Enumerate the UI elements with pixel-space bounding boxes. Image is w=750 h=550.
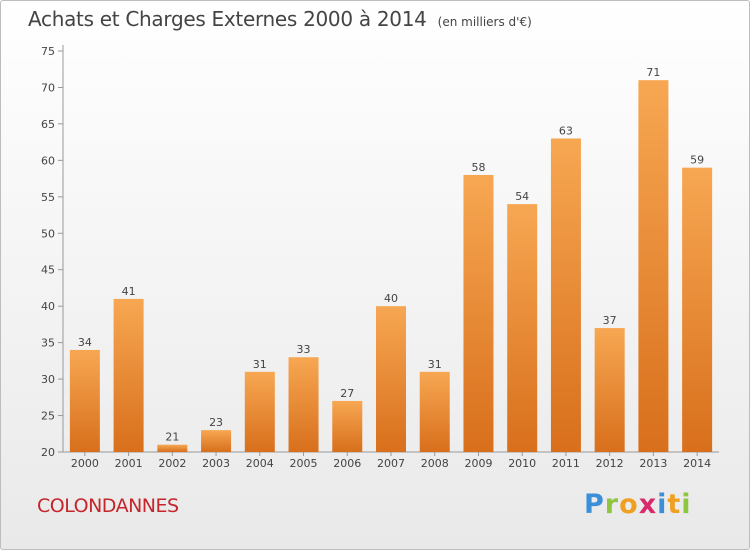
bar — [332, 400, 363, 452]
logo-letter: x — [638, 489, 658, 520]
commune-name: COLONDANNES — [37, 495, 179, 517]
bar — [550, 138, 581, 452]
x-tick-label: 2011 — [552, 457, 580, 470]
bar-value-label: 40 — [384, 292, 398, 305]
bar-value-label: 21 — [165, 431, 179, 444]
chart-bars — [69, 80, 713, 453]
bar — [288, 357, 319, 452]
bar-value-label: 71 — [646, 66, 660, 79]
bar — [69, 349, 100, 452]
y-tick-label: 75 — [41, 45, 55, 58]
bar-value-label: 34 — [78, 336, 92, 349]
chart-title-block: Achats et Charges Externes 2000 à 2014 (… — [28, 7, 532, 31]
y-tick-label: 60 — [41, 154, 55, 167]
logo-letter: o — [619, 489, 639, 520]
x-tick-label: 2008 — [421, 457, 449, 470]
x-tick-label: 2012 — [596, 457, 624, 470]
y-tick-label: 65 — [41, 118, 55, 131]
y-tick-label: 70 — [41, 81, 55, 94]
x-tick-label: 2007 — [377, 457, 405, 470]
x-tick-label: 2013 — [639, 457, 667, 470]
bar — [594, 328, 625, 452]
chart-axes: 20 25 30 35 40 45 50 55 60 65 70 75 — [41, 45, 719, 459]
bar — [244, 371, 275, 452]
bar-value-label: 37 — [603, 314, 617, 327]
x-tick-label: 2009 — [464, 457, 492, 470]
bar-value-label: 27 — [340, 387, 354, 400]
bar-value-label: 23 — [209, 416, 223, 429]
bar-value-label: 59 — [690, 154, 704, 167]
y-tick-label: 20 — [41, 446, 55, 459]
bar-value-label: 54 — [515, 190, 529, 203]
logo-letter: P — [584, 489, 605, 520]
x-tick-label: 2010 — [508, 457, 536, 470]
proxiti-logo: Proxiti — [584, 489, 692, 520]
chart-unit-note: (en milliers d'€) — [437, 15, 532, 29]
bar — [463, 174, 494, 453]
logo-letter: i — [681, 489, 692, 520]
x-tick-label: 2005 — [290, 457, 318, 470]
bar-value-label: 33 — [297, 343, 311, 356]
x-tick-label: 2002 — [158, 457, 186, 470]
bar — [376, 306, 406, 452]
y-tick-label: 55 — [41, 191, 55, 204]
bar — [157, 444, 188, 452]
y-tick-label: 50 — [41, 227, 55, 240]
bar-value-label: 31 — [428, 358, 442, 371]
logo-letter: r — [604, 489, 620, 520]
x-tick-label: 2014 — [683, 457, 711, 470]
bar-value-label: 58 — [471, 161, 485, 174]
y-tick-label: 30 — [41, 373, 55, 386]
bar — [201, 430, 232, 452]
x-tick-label: 2003 — [202, 457, 230, 470]
y-tick-label: 25 — [41, 410, 55, 423]
bar — [419, 371, 450, 452]
bar — [507, 204, 538, 452]
x-tick-label: 2000 — [71, 457, 99, 470]
x-tick-label: 2004 — [246, 457, 274, 470]
logo-letter: t — [667, 489, 682, 520]
chart-title: Achats et Charges Externes 2000 à 2014 — [28, 7, 427, 31]
x-tick-label: 2001 — [115, 457, 143, 470]
x-tick-label: 2006 — [333, 457, 361, 470]
bar-value-label: 41 — [122, 285, 136, 298]
logo-letter: i — [657, 489, 668, 520]
bar — [682, 167, 713, 452]
bar — [638, 80, 669, 452]
y-tick-label: 45 — [41, 264, 55, 277]
bar — [113, 298, 144, 452]
bar-value-label: 31 — [253, 358, 267, 371]
chart-labels: 34 2000 41 2001 21 2002 23 2003 31 2004 33 2005 27 20… — [71, 66, 711, 470]
bar-value-label: 63 — [559, 124, 573, 137]
y-tick-label: 35 — [41, 337, 55, 350]
y-tick-label: 40 — [41, 300, 55, 313]
